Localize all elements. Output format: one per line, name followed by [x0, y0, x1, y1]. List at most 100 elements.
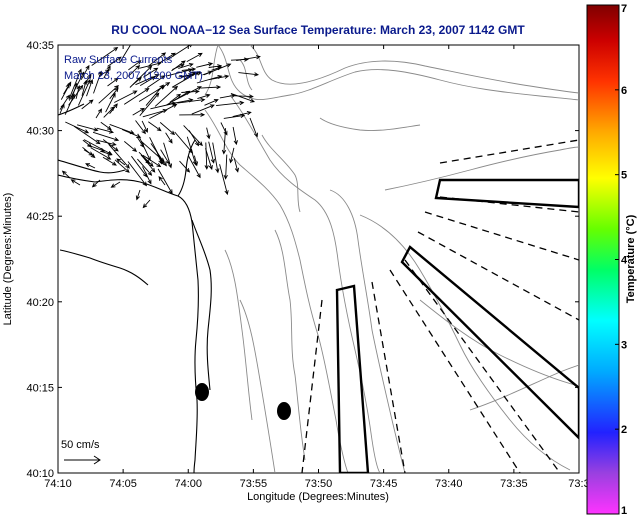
current-vector-icon: [83, 149, 94, 156]
current-vector-icon: [100, 121, 112, 131]
surface-current-vectors: [59, 45, 261, 209]
colorbar-ticks: 7 6 5 4 3 2 1: [615, 3, 628, 517]
current-vector-icon: [174, 131, 194, 154]
current-vector-icon: [82, 139, 93, 148]
current-vector-icon: [73, 125, 101, 145]
current-vector-icon: [75, 84, 81, 99]
current-vector-icon: [128, 60, 142, 71]
current-vector-icon: [147, 75, 166, 88]
current-vector-icon: [68, 68, 82, 99]
current-vector-icon: [76, 124, 99, 132]
current-vector-icon: [107, 56, 122, 67]
x-tick-label: 74:00: [174, 478, 202, 490]
current-vector-icon: [216, 100, 245, 107]
current-vector-icon: [142, 199, 151, 209]
current-vector-icon: [135, 189, 141, 201]
x-tick-label: 73:3: [568, 478, 589, 490]
current-vector-icon: [229, 147, 235, 164]
current-vector-icon: [169, 93, 182, 103]
x-tick-label: 73:35: [500, 478, 528, 490]
survey-polygons: [335, 178, 579, 473]
station-marker-icon: [195, 383, 209, 401]
current-vector-icon: [178, 62, 194, 69]
current-vector-icon: [238, 72, 260, 77]
current-vector-icon: [105, 92, 116, 113]
current-vector-icon: [110, 181, 121, 188]
current-vector-icon: [98, 69, 111, 77]
x-tick-label: 73:55: [240, 478, 268, 490]
current-vector-icon: [148, 52, 167, 67]
current-vector-icon: [140, 154, 151, 165]
current-vector-icon: [223, 154, 228, 180]
current-vector-icon: [232, 126, 238, 146]
vector-scale-arrowhead: [93, 455, 101, 465]
current-vector-icon: [127, 161, 148, 187]
current-vector-icon: [81, 99, 94, 110]
current-vector-icon: [179, 160, 191, 173]
current-vector-icon: [205, 148, 213, 171]
current-vector-icon: [197, 93, 211, 100]
current-vector-icon: [59, 94, 70, 110]
y-tick-label: 40:35: [26, 40, 54, 52]
current-vector-icon: [196, 74, 223, 84]
y-tick-label: 40:25: [26, 211, 54, 223]
current-vector-icon: [236, 55, 261, 62]
colorbar-tick-label: 5: [621, 170, 627, 182]
current-vector-icon: [91, 179, 101, 188]
current-vector-icon: [139, 92, 160, 116]
current-vector-icon: [204, 98, 219, 106]
current-vector-icon: [80, 64, 90, 80]
current-vector-icon: [83, 139, 113, 155]
current-vector-icon: [221, 128, 227, 155]
current-vector-icon: [81, 79, 88, 96]
current-vector-icon: [191, 104, 215, 115]
current-vector-icon: [114, 159, 130, 173]
current-vector-icon: [142, 154, 162, 168]
current-vector-icon: [165, 132, 173, 144]
station-marker-icon: [277, 402, 291, 420]
current-vector-icon: [148, 121, 162, 132]
colorbar-tick-label: 6: [621, 85, 627, 97]
current-vector-icon: [163, 142, 173, 169]
figure-title: RU COOL NOAA−12 Sea Surface Temperature:…: [111, 23, 525, 37]
colorbar: [586, 4, 620, 515]
current-vector-icon: [206, 127, 211, 140]
current-vector-icon: [249, 117, 259, 138]
current-vector-icon: [186, 52, 203, 62]
current-vector-icon: [132, 107, 146, 116]
current-vector-icon: [96, 127, 115, 134]
current-vector-icon: [131, 155, 148, 178]
current-vector-icon: [137, 158, 153, 176]
y-tick-label: 40:10: [26, 468, 54, 480]
current-vector-icon: [116, 158, 126, 166]
current-vector-icon: [96, 139, 117, 147]
current-vector-icon: [203, 63, 232, 76]
current-vector-icon: [135, 120, 146, 135]
coastline: [58, 103, 212, 473]
x-tick-label: 73:40: [435, 478, 463, 490]
current-vector-icon: [233, 158, 240, 173]
current-vector-icon: [143, 67, 159, 78]
current-vector-icon: [109, 103, 118, 114]
current-vector-icon: [204, 142, 209, 170]
current-vector-icon: [102, 156, 117, 166]
x-axis-label: Longitude (Degrees:Minutes): [247, 491, 389, 503]
current-vector-icon: [181, 67, 197, 72]
current-vector-icon: [77, 78, 91, 106]
current-vector-icon: [85, 163, 96, 169]
y-axis-label: Latitude (Degrees:Minutes): [2, 193, 14, 326]
current-vector-icon: [108, 144, 130, 169]
colorbar-label: Temperature (°C): [625, 214, 637, 303]
current-vector-icon: [92, 131, 120, 142]
current-vector-icon: [103, 65, 111, 79]
current-vector-icon: [154, 85, 179, 107]
y-tick-label: 40:30: [26, 126, 54, 138]
current-vector-icon: [150, 143, 167, 167]
current-vector-icon: [123, 87, 150, 105]
current-vector-icon: [102, 139, 119, 152]
current-vector-icon: [223, 113, 246, 119]
x-axis-ticks: 74:10 74:05 74:00 73:55 73:50 73:45 73:40 73:35…: [44, 45, 590, 490]
current-vector-icon: [208, 141, 215, 164]
x-tick-label: 73:45: [370, 478, 398, 490]
